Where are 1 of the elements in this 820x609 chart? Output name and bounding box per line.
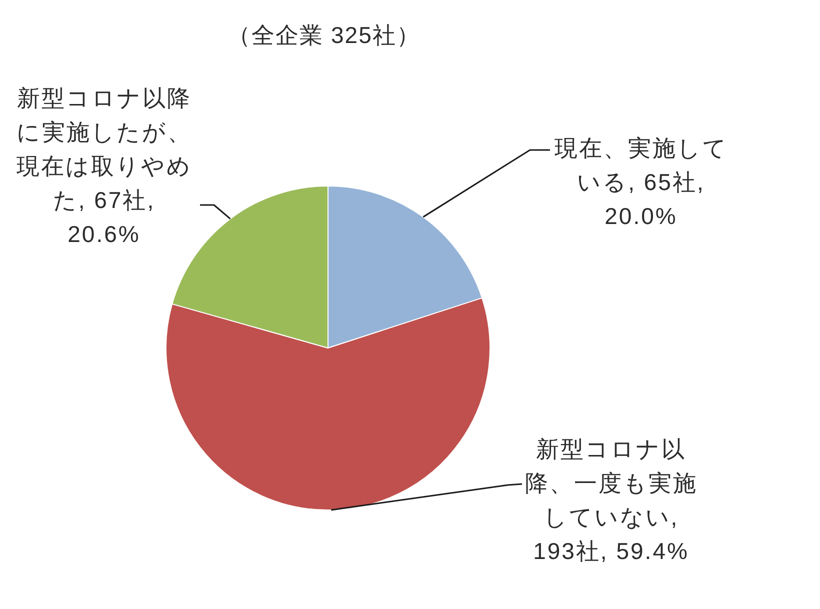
- title: （全企業 325社）: [226, 21, 422, 50]
